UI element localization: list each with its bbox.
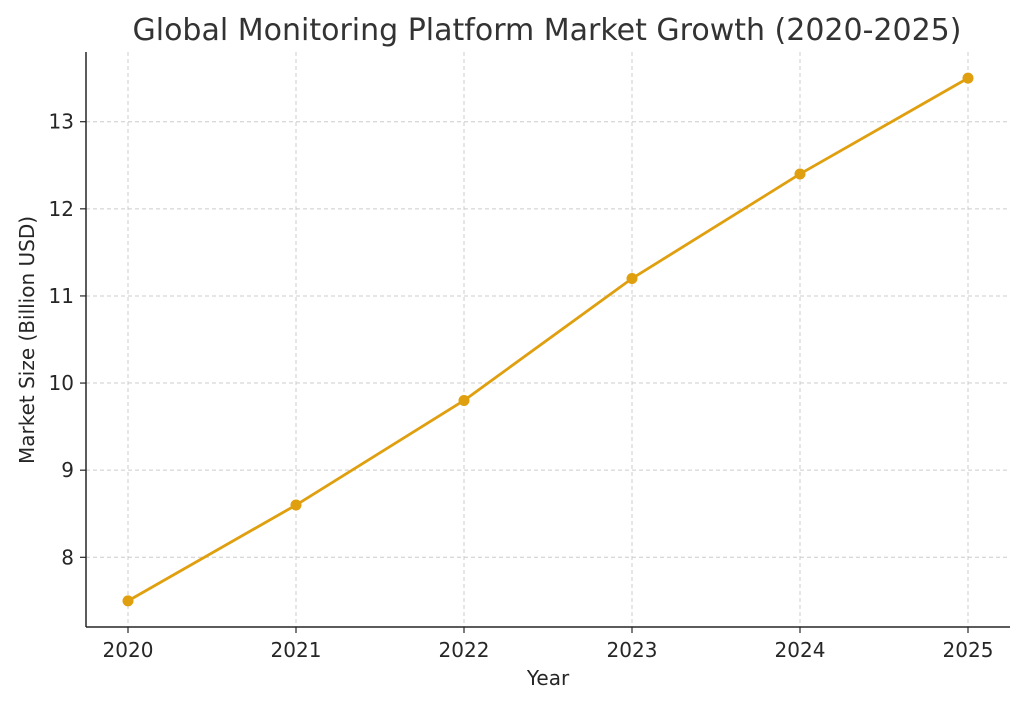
x-tick-label: 2022 — [439, 638, 490, 662]
data-point — [122, 595, 134, 607]
x-axis-label: Year — [526, 666, 570, 690]
y-tick-label: 13 — [49, 110, 74, 134]
ticks: 2020 2021 2022 2023 2024 2025 8 9 10 11 12 13 — [49, 110, 994, 662]
data-point — [290, 499, 302, 511]
y-tick-label: 11 — [49, 284, 74, 308]
y-tick-label: 8 — [61, 545, 74, 569]
x-tick-label: 2023 — [607, 638, 658, 662]
x-tick-label: 2024 — [775, 638, 826, 662]
series-line — [127, 76, 969, 603]
x-tick-label: 2025 — [943, 638, 994, 662]
x-tick-label: 2021 — [271, 638, 322, 662]
grid — [86, 52, 1010, 627]
y-tick-label: 9 — [61, 458, 74, 482]
axes — [85, 52, 1010, 628]
chart-title: Global Monitoring Platform Market Growth… — [133, 13, 962, 48]
y-axis-label: Market Size (Billion USD) — [15, 216, 39, 464]
y-tick-label: 10 — [49, 371, 74, 395]
data-point — [626, 273, 638, 285]
series — [122, 72, 974, 607]
y-tick-label: 12 — [49, 197, 74, 221]
data-point — [458, 394, 470, 406]
x-tick-label: 2020 — [103, 638, 154, 662]
data-point — [794, 168, 806, 180]
data-point — [962, 72, 974, 84]
